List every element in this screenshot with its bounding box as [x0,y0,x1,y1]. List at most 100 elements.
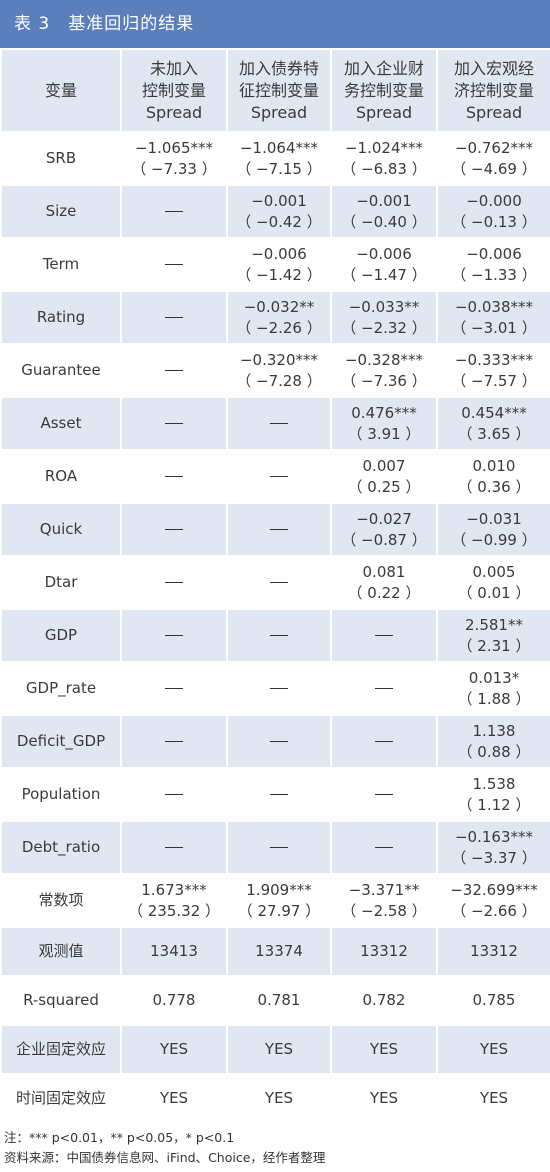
t-statistic: （ 1.88 ） [457,689,531,708]
table-cell: 0.010 （ 0.36 ） [436,449,550,504]
t-statistic: （ −2.66 ） [451,901,537,920]
table-cell [226,608,332,663]
coefficient-value: −0.001 [356,191,412,210]
variable-name: GDP [0,608,122,663]
table-row: Asset 0.476*** （ 3.91 ） 0.454*** （ 3.65 ） [0,396,550,451]
statistic-value: YES [226,1024,332,1075]
header-label: 加入债券特 征控制变量 Spread [238,58,319,122]
coefficient-value: −1.024*** [344,138,423,157]
t-statistic: （ 2.31 ） [457,636,531,655]
dash-placeholder [165,581,183,584]
table-row: GDP 2.581** （ 2.31 ） [0,608,550,663]
table-cell [226,449,332,504]
statistic-value: YES [436,1073,550,1124]
variable-name: 常数项 [0,873,122,928]
coefficient-value: 2.581** [465,615,523,634]
t-statistic: （ 3.65 ） [457,424,531,443]
coefficient-value: −0.033** [348,297,420,316]
header-cell: 加入债券特 征控制变量 Spread [226,48,332,133]
t-statistic: （ −7.28 ） [236,371,322,390]
t-statistic: （ −2.32 ） [341,318,427,337]
coefficient-value: −0.032** [243,297,315,316]
t-statistic: （ −0.99 ） [451,530,537,549]
dash-placeholder [375,846,393,849]
table-cell: −0.027 （ −0.87 ） [330,502,438,557]
table-cell [120,661,228,716]
dash-placeholder [165,475,183,478]
dash-placeholder [165,687,183,690]
table-cell: −1.024*** （ −6.83 ） [330,131,438,186]
dash-placeholder [270,581,288,584]
t-statistic: （ 27.97 ） [237,901,321,920]
table-row: R-squared 0.778 0.781 0.782 0.785 [0,975,550,1026]
t-statistic: （ 0.25 ） [347,477,421,496]
coefficient-value: −0.762*** [454,138,533,157]
dash-placeholder [270,475,288,478]
table-cell: 2.581** （ 2.31 ） [436,608,550,663]
table-cell [120,396,228,451]
table-cell: −0.031 （ −0.99 ） [436,502,550,557]
header-cell: 未加入 控制变量 Spread [120,48,228,133]
t-statistic: （ −0.13 ） [451,212,537,231]
table-cell: −0.333*** （ −7.57 ） [436,343,550,398]
variable-name: Deficit_GDP [0,714,122,769]
table-row: Population 1.538 （ 1.12 ） [0,767,550,822]
table-row: 观测值 13413 13374 13312 13312 [0,926,550,977]
source-note: 资料来源：中国债券信息网、iFind、Choice，经作者整理 [4,1150,326,1165]
t-statistic: （ −0.40 ） [341,212,427,231]
table-cell [330,608,438,663]
table-cell: −0.038*** （ −3.01 ） [436,290,550,345]
table-cell: −0.001 （ −0.40 ） [330,184,438,239]
dash-placeholder [270,687,288,690]
table-cell: 0.007 （ 0.25 ） [330,449,438,504]
table-cell [226,767,332,822]
table-row: Size −0.001 （ −0.42 ） −0.001 （ −0.40 ） −0.000… [0,184,550,239]
table-cell: −1.065*** （ −7.33 ） [120,131,228,186]
statistic-name: 时间固定效应 [0,1073,122,1124]
table-cell [330,714,438,769]
dash-placeholder [375,740,393,743]
table-title: 表 3 基准回归的结果 [0,0,550,48]
header-label: 未加入 控制变量 Spread [141,58,206,122]
coefficient-value: 1.909*** [246,880,312,899]
coefficient-value: −0.027 [356,509,412,528]
dash-placeholder [375,793,393,796]
variable-name: Asset [0,396,122,451]
table-cell: −0.006 （ −1.42 ） [226,237,332,292]
table-cell: −0.033** （ −2.32 ） [330,290,438,345]
coefficient-value: −1.064*** [239,138,318,157]
table-cell: −0.006 （ −1.33 ） [436,237,550,292]
header-label: 加入宏观经 济控制变量 Spread [453,58,534,122]
coefficient-value: −0.006 [466,244,522,263]
table-row: Deficit_GDP 1.138 （ 0.88 ） [0,714,550,769]
table-cell: 1.538 （ 1.12 ） [436,767,550,822]
variable-name: Guarantee [0,343,122,398]
dash-placeholder [165,263,183,266]
table-cell: −1.064*** （ −7.15 ） [226,131,332,186]
table-row: 变量 未加入 控制变量 Spread 加入债券特 征控制变量 Spread 加入企业财… [0,48,550,133]
table-cell: −0.001 （ −0.42 ） [226,184,332,239]
table-row: Debt_ratio −0.163*** （ −3.37 ） [0,820,550,875]
t-statistic: （ −2.26 ） [236,318,322,337]
statistic-name: R-squared [0,975,122,1026]
table-cell: 0.013* （ 1.88 ） [436,661,550,716]
statistic-name: 观测值 [0,926,122,977]
t-statistic: （ −3.01 ） [451,318,537,337]
t-statistic: （ −7.57 ） [451,371,537,390]
t-statistic: （ 1.12 ） [457,795,531,814]
table-cell: −0.328*** （ −7.36 ） [330,343,438,398]
variable-name: Dtar [0,555,122,610]
coefficient-value: 0.476*** [351,403,417,422]
variable-name: Population [0,767,122,822]
statistic-value: 0.778 [120,975,228,1026]
table-cell [226,555,332,610]
t-statistic: （ −6.83 ） [341,159,427,178]
significance-note: 注：*** p<0.01，** p<0.05，* p<0.1 [4,1130,235,1145]
t-statistic: （ −7.15 ） [236,159,322,178]
coefficient-value: −0.038*** [454,297,533,316]
dash-placeholder [270,793,288,796]
table-row: GDP_rate 0.013* （ 1.88 ） [0,661,550,716]
t-statistic: （ −4.69 ） [451,159,537,178]
table-cell [226,661,332,716]
table-row: Rating −0.032** （ −2.26 ） −0.033** （ −2.32 ）… [0,290,550,345]
